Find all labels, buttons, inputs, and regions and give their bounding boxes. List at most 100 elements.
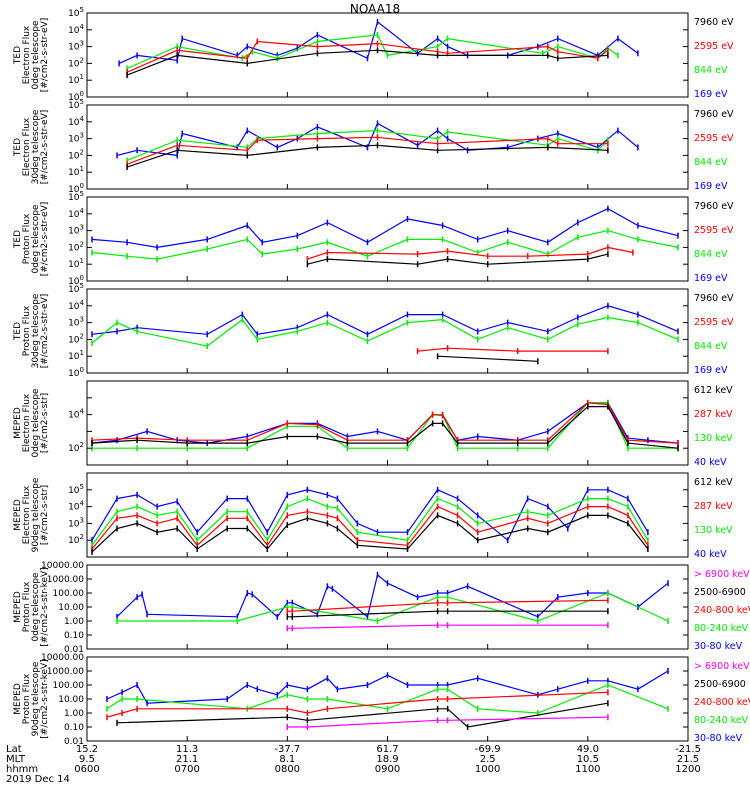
legend-entry: 7960 eV — [694, 109, 734, 120]
legend-entry: 844 eV — [694, 157, 728, 168]
date-label: 2019 Dec 14 — [6, 774, 70, 785]
series-80-240-kev — [106, 682, 669, 716]
legend-entry: 7960 eV — [694, 17, 734, 28]
legend-entry: > 6900 keV — [694, 569, 750, 580]
legend-entry: 169 eV — [694, 273, 728, 284]
y-tick-label: 103 — [68, 40, 84, 53]
y-tick-label: 1.00 — [64, 709, 84, 719]
series-line — [91, 505, 649, 550]
series-40-kev — [91, 486, 649, 544]
series-844-ev — [91, 227, 679, 263]
legend-entry: 80-240 keV — [694, 715, 749, 726]
panel-6: 102 103 104 105 MEPEDElectron Flux90deg tele… — [13, 472, 733, 560]
series-line — [126, 144, 608, 168]
y-axis-label: TEDProton Flux0deg telescope[#/cm2-s-str… — [13, 202, 50, 277]
tick-mlt: 18.9 — [376, 754, 399, 765]
legend-entry: 2595 eV — [694, 317, 734, 328]
series-612-kev — [91, 512, 649, 555]
legend-entry: 844 eV — [694, 65, 728, 76]
y-tick-label: 101 — [68, 165, 84, 178]
legend-entry: 844 eV — [694, 341, 728, 352]
y-tick-label: 101 — [68, 349, 84, 362]
legend-entry: 30-80 keV — [694, 641, 743, 652]
legend-entry: 240-800 keV — [694, 697, 750, 708]
panel-5: 102 104 MEPEDElectron Flux0deg telescope[#… — [13, 380, 733, 468]
y-tick-label: 101 — [68, 257, 84, 270]
y-axis-label: TEDElectron Flux30deg telescope[#/cm2-s-… — [13, 109, 50, 184]
series-169-ev — [91, 205, 679, 251]
series-line — [417, 347, 608, 352]
legend-entry: 240-800 keV — [694, 605, 750, 616]
y-tick-label: 101 — [68, 73, 84, 86]
series-line — [91, 402, 679, 444]
y-axis-label: MEPEDProton Flux90deg telescope[#/cm2-s-… — [13, 659, 50, 738]
panel-8: 0.01 0.10 1.00 10.00 100.00 1000.00 10000.00ME… — [13, 653, 750, 747]
y-tick-label: 1.00 — [64, 617, 84, 627]
legend-entry: 287 keV — [694, 409, 733, 420]
row-label-mlt: MLT — [6, 754, 25, 765]
series-240-800-kev — [106, 689, 609, 721]
y-tick-label: 105 — [68, 483, 84, 496]
legend-entry: 844 eV — [694, 249, 728, 260]
series-7960-ev — [436, 353, 539, 365]
y-axis-label: MEPEDElectron Flux0deg telescope[#/cm2-s… — [13, 388, 50, 458]
legend-entry: 40 keV — [694, 457, 727, 468]
row-label-hhmm: hhmm — [6, 764, 39, 775]
series-line — [116, 702, 609, 728]
y-tick-label: 100 — [68, 366, 84, 379]
series-2595-ev — [126, 134, 609, 168]
series-612-kev — [91, 403, 679, 452]
series-line — [117, 592, 669, 622]
series-240-800-kev — [286, 597, 609, 615]
series-line — [92, 402, 678, 449]
y-tick-label: 104 — [68, 408, 84, 421]
tick-hhmm: 1100 — [575, 764, 601, 775]
y-tick-label: 104 — [68, 115, 84, 128]
series-line — [91, 497, 649, 546]
series-line — [106, 670, 669, 704]
series-line — [91, 514, 649, 553]
y-tick-label: 103 — [68, 132, 84, 145]
legend-entry: 2500-6900 — [694, 679, 746, 690]
panel-frame — [86, 564, 689, 650]
row-label-lat: Lat — [6, 744, 22, 755]
series-line — [91, 402, 679, 444]
series-287-kev — [91, 503, 649, 552]
y-tick-label: 104 — [68, 299, 84, 312]
y-axis-label: MEPEDProton Flux0deg telescope[#/cm2-s-s… — [13, 567, 50, 646]
series-7960-ev — [126, 47, 609, 79]
series-line — [126, 136, 608, 165]
tick-mlt: 2.5 — [479, 754, 496, 765]
legend-entry: 2595 eV — [694, 41, 734, 52]
series-line — [91, 406, 679, 449]
series-169-ev — [118, 18, 639, 67]
series-7960-ev — [306, 251, 609, 268]
tick-mlt: 21.1 — [176, 754, 199, 765]
series-80-240-kev — [116, 590, 669, 624]
tick-hhmm: 1000 — [474, 764, 501, 775]
panel-7: 0.01 0.10 1.00 10.00 100.00 1000.00 10000.00ME… — [13, 561, 750, 655]
y-tick-label: 10000.00 — [41, 561, 84, 571]
y-tick-label: 1000.00 — [47, 667, 84, 677]
tick-mlt: 9.5 — [79, 754, 95, 765]
y-tick-label: 102 — [68, 332, 84, 345]
series-line — [91, 316, 679, 347]
y-tick-label: 1000.00 — [47, 575, 84, 585]
series-line — [106, 691, 608, 718]
series-844-ev — [91, 314, 679, 350]
legend-entry: > 6900 keV — [694, 661, 750, 672]
tick-lat: -69.9 — [474, 744, 501, 755]
legend-entry: 612 keV — [694, 477, 733, 488]
series-line — [91, 489, 649, 542]
y-tick-label: 102 — [68, 56, 84, 69]
series-287-kev — [91, 399, 679, 447]
y-tick-label: 102 — [68, 240, 84, 253]
series--6900-kev — [286, 714, 609, 730]
legend-entry: 7960 eV — [694, 293, 734, 304]
legend-entry: 80-240 keV — [694, 623, 749, 634]
series-line — [91, 305, 679, 335]
